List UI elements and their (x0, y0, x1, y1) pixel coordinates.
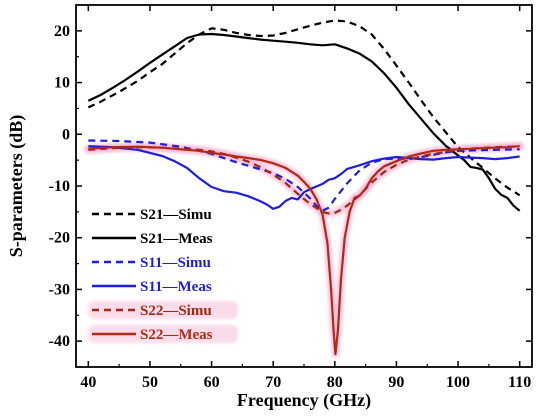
legend-label: S11—Meas (140, 279, 212, 295)
y-tick-label: 20 (54, 23, 70, 40)
y-tick-label: 0 (62, 126, 70, 143)
y-tick-label: -30 (49, 281, 70, 298)
x-axis-title: Frequency (GHz) (237, 390, 371, 411)
x-tick-label: 110 (508, 374, 531, 391)
legend-label: S11—Simu (140, 255, 211, 271)
y-tick-label: -10 (49, 178, 70, 195)
legend-label: S21—Simu (140, 207, 212, 223)
x-tick-label: 60 (204, 374, 220, 391)
x-tick-label: 100 (446, 374, 470, 391)
y-tick-label: -40 (49, 333, 70, 350)
series-line-s21-simu (87, 19, 521, 197)
y-tick-label: 10 (54, 75, 70, 92)
y-axis-title: S-parameters (dB) (6, 115, 27, 257)
legend-highlight (88, 301, 238, 319)
y-tick-label: -20 (49, 230, 70, 247)
x-tick-label: 50 (142, 374, 158, 391)
legend-highlight (88, 325, 238, 343)
x-tick-label: 90 (388, 374, 404, 391)
series-layer (87, 19, 521, 356)
series-line-s11-meas (88, 145, 520, 210)
x-tick-label: 70 (265, 374, 281, 391)
series-line-s21-meas (87, 32, 521, 212)
x-tick-label: 80 (327, 374, 343, 391)
series-line-s22-meas (88, 145, 520, 356)
legend-label: S22—Simu (140, 303, 212, 319)
x-tick-label: 40 (80, 374, 96, 391)
legend-label: S22—Meas (140, 327, 213, 343)
legend-label: S21—Meas (140, 231, 213, 247)
legend: S21—Simu S21—Meas S11—Simu S11—Meas S22—Simu… (88, 207, 238, 343)
